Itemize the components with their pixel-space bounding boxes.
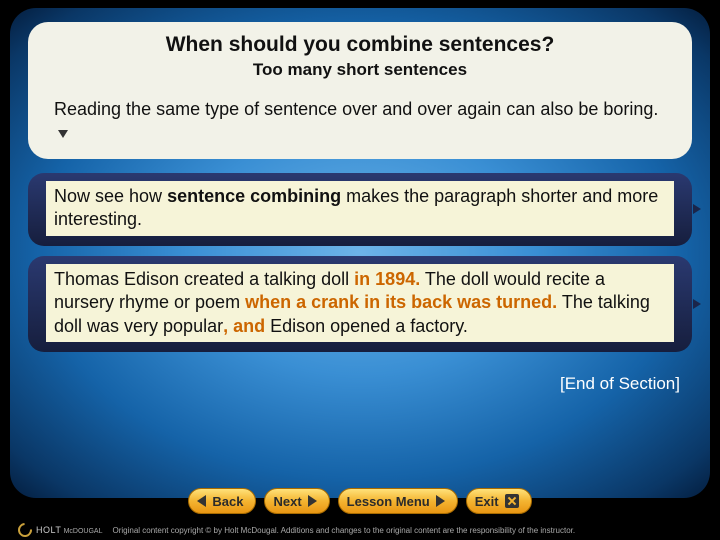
intro-text-content: Reading the same type of sentence over a…: [54, 99, 658, 119]
exit-button[interactable]: Exit: [466, 488, 532, 514]
ex-1b: in 1894.: [354, 269, 420, 289]
chevron-down-icon: [58, 130, 68, 138]
chevron-right-icon: [693, 299, 701, 309]
slide-background: When should you combine sentences? Too m…: [10, 8, 710, 498]
brand-text: HOLT McDOUGAL: [36, 525, 102, 535]
arrow-left-icon: [197, 495, 206, 507]
callout-example-text: Thomas Edison created a talking doll in …: [46, 264, 674, 342]
slide-subtitle: Too many short sentences: [54, 60, 666, 80]
callout1-bold: sentence combining: [167, 186, 341, 206]
close-icon: [505, 494, 519, 508]
ex-3c: Edison opened a factory.: [265, 316, 468, 336]
callout1-pre: Now see how: [54, 186, 167, 206]
exit-label: Exit: [475, 494, 499, 509]
next-button[interactable]: Next: [264, 488, 329, 514]
lesson-menu-button[interactable]: Lesson Menu: [338, 488, 458, 514]
ex-3b: , and: [223, 316, 265, 336]
callout-instruction: Now see how sentence combining makes the…: [28, 173, 692, 246]
ex-1a: Thomas Edison created a talking doll: [54, 269, 354, 289]
intro-text: Reading the same type of sentence over a…: [54, 98, 666, 145]
ex-2b: when a crank in its back was turned.: [245, 292, 557, 312]
swirl-icon: [15, 520, 35, 540]
footer: HOLT McDOUGAL Original content copyright…: [0, 520, 720, 540]
brand-bottom: McDOUGAL: [64, 528, 103, 535]
nav-bar: Back Next Lesson Menu Exit: [0, 488, 720, 518]
next-label: Next: [273, 494, 301, 509]
end-of-section: [End of Section]: [28, 374, 692, 394]
callout-instruction-text: Now see how sentence combining makes the…: [46, 181, 674, 236]
brand-logo: HOLT McDOUGAL: [18, 523, 102, 537]
lesson-label: Lesson Menu: [347, 494, 430, 509]
arrow-right-icon: [308, 495, 317, 507]
copyright-text: Original content copyright © by Holt McD…: [112, 526, 575, 535]
back-label: Back: [212, 494, 243, 509]
slide-title: When should you combine sentences?: [54, 32, 666, 58]
back-button[interactable]: Back: [188, 488, 256, 514]
callout-example: Thomas Edison created a talking doll in …: [28, 256, 692, 352]
brand-top: HOLT: [36, 525, 61, 535]
arrow-right-icon: [436, 495, 445, 507]
content-panel: When should you combine sentences? Too m…: [28, 22, 692, 159]
chevron-right-icon: [693, 204, 701, 214]
